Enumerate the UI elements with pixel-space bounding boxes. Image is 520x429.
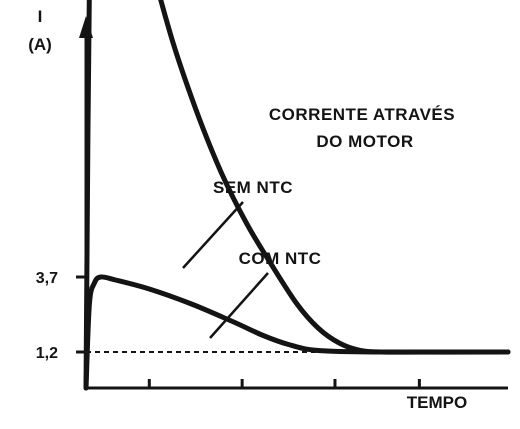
y-tick-label: 1,2 xyxy=(36,345,58,362)
y-axis-unit: (A) xyxy=(28,35,52,54)
leader-line-com-ntc xyxy=(209,272,269,339)
y-tick-label: 3,7 xyxy=(36,270,58,287)
chart-title-line-2: DO MOTOR xyxy=(316,132,413,151)
tick-label-group: 223,71,2 xyxy=(36,270,58,362)
series-line-sem-ntc xyxy=(83,0,511,391)
x-axis-label: TEMPO xyxy=(407,393,467,412)
y-axis-label: I xyxy=(38,7,43,26)
series-label-com-ntc: COM NTC xyxy=(239,249,322,268)
series-label-sem-ntc: SEM NTC xyxy=(213,178,293,197)
text-group: I (A) TEMPO CORRENTE ATRAVÉS DO MOTOR SE… xyxy=(28,7,467,412)
series-line-com-ntc xyxy=(83,274,511,391)
chart-title-line-1: CORRENTE ATRAVÉS xyxy=(269,105,455,124)
series-group xyxy=(83,0,511,391)
leader-line-sem-ntc xyxy=(182,201,244,269)
